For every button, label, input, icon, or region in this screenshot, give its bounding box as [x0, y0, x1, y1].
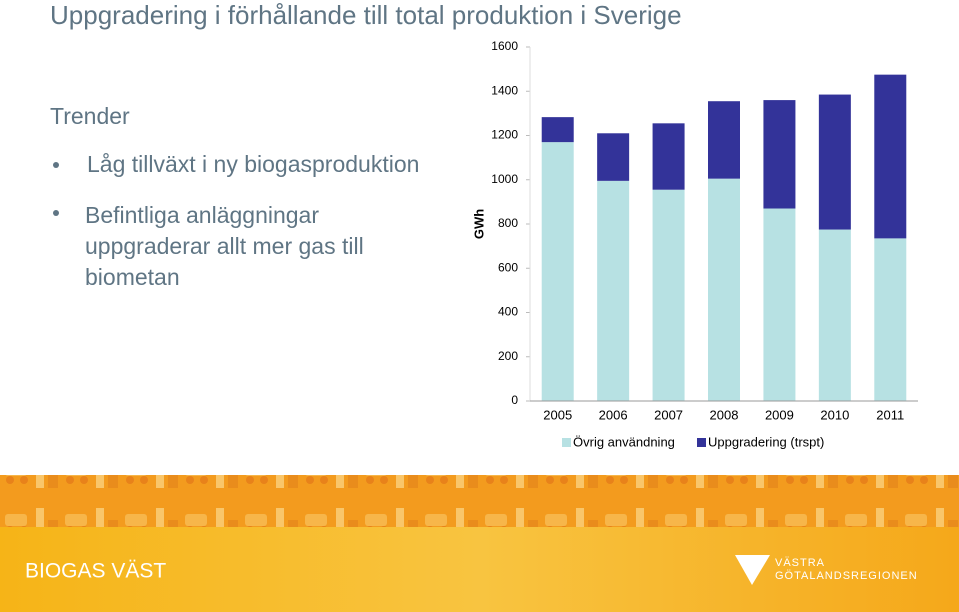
bar-segment	[708, 101, 740, 179]
bar-segment	[652, 189, 685, 401]
bullet-dot	[53, 162, 59, 168]
bar-segment	[763, 100, 796, 209]
legend-swatch	[562, 438, 571, 447]
y-tick-label: 1200	[491, 128, 518, 142]
bullet: Befintliga anläggningar uppgraderar allt…	[85, 202, 364, 290]
legend-swatch	[697, 438, 706, 447]
heading: Trender	[50, 103, 130, 129]
slide-title: Uppgradering i förhållande till total pr…	[50, 0, 682, 30]
y-tick-label: 1600	[491, 39, 518, 53]
y-tick-label: 400	[498, 305, 518, 319]
x-tick-label: 2007	[654, 407, 683, 422]
bar-segment	[597, 180, 630, 401]
logo-text: VÄSTRA	[775, 557, 825, 569]
logo-mark	[735, 555, 770, 585]
y-tick-label: 800	[498, 216, 518, 230]
bar-segment	[652, 123, 685, 190]
bullet: Låg tillväxt i ny biogasproduktion	[87, 151, 419, 177]
x-tick-label: 2009	[765, 407, 794, 422]
bar-segment	[874, 74, 907, 239]
y-tick-label: 600	[498, 260, 518, 274]
bar-segment	[597, 133, 630, 181]
bar-segment	[818, 229, 851, 401]
x-tick-label: 2011	[876, 407, 904, 422]
bullet-dot	[53, 210, 59, 216]
x-tick-label: 2008	[710, 407, 739, 422]
x-tick-label: 2010	[820, 407, 849, 422]
y-axis-label: GWh	[471, 209, 486, 239]
y-tick-label: 1400	[491, 83, 518, 97]
bullet-box: Befintliga anläggningar uppgraderar allt…	[85, 202, 364, 290]
legend-label: Uppgradering (trspt)	[708, 434, 824, 449]
x-tick-label: 2006	[599, 407, 628, 422]
bar-segment	[763, 208, 796, 401]
legend-label: Övrig användning	[573, 434, 675, 449]
brand: BIOGAS VÄST	[25, 560, 166, 583]
bar-segment	[874, 238, 907, 401]
bar-segment	[818, 94, 851, 230]
footer-strip	[0, 475, 959, 527]
bar-segment	[708, 178, 740, 401]
y-tick-label: 1000	[491, 172, 518, 186]
bar-segment	[541, 142, 574, 401]
x-tick-label: 2005	[543, 407, 572, 422]
logo-text: GÖTALANDSREGIONEN	[775, 570, 918, 582]
y-tick-label: 0	[511, 393, 518, 407]
footer-band	[0, 527, 959, 612]
y-tick-label: 200	[498, 349, 518, 363]
bar-segment	[541, 117, 574, 143]
